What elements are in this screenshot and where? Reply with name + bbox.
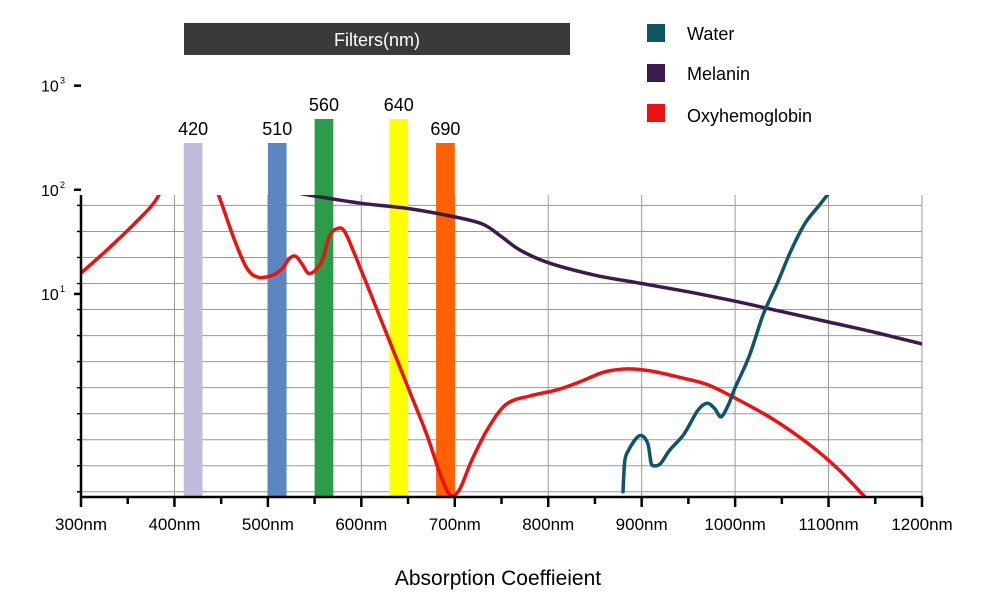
legend-swatch-water — [647, 24, 665, 42]
series-line-water — [621, 195, 830, 494]
x-tick-label: 1200nm — [891, 515, 952, 534]
y-tick-label: 10 — [41, 183, 59, 200]
filter-band-label-510: 510 — [262, 119, 292, 139]
filter-band-label-640: 640 — [384, 95, 414, 115]
x-tick-label: 1000nm — [704, 515, 765, 534]
legend: Water Melanin Oxyhemoglobin — [647, 24, 812, 126]
x-tick-label: 800nm — [522, 515, 574, 534]
y-tick-label: 10 — [41, 287, 59, 304]
filters-header: Filters(nm) — [184, 23, 570, 55]
filter-band-510 — [267, 143, 287, 497]
legend-swatch-melanin — [647, 64, 665, 82]
y-tick-label-exponent: 2 — [60, 180, 65, 190]
y-tick-label-exponent: 3 — [60, 76, 65, 86]
x-tick-label: 1100nm — [798, 515, 858, 534]
x-tick-label: 600nm — [335, 515, 387, 534]
series-line-oxyhemoglobin — [81, 195, 868, 497]
legend-label-oxyhemoglobin: Oxyhemoglobin — [687, 106, 812, 126]
filter-band-640 — [389, 119, 409, 497]
filter-band-label-690: 690 — [430, 119, 460, 139]
x-tick-label: 300nm — [55, 515, 107, 534]
filters-header-bar — [184, 23, 570, 55]
series-line-melanin — [298, 195, 922, 346]
x-tick-label: 700nm — [429, 515, 481, 534]
x-tick-label: 900nm — [616, 515, 668, 534]
x-axis-title: Absorption Coeffieient — [395, 567, 601, 590]
y-tick-label-exponent: 1 — [60, 284, 65, 294]
x-tick-label: 500nm — [242, 515, 294, 534]
filter-band-420 — [183, 143, 203, 497]
legend-label-melanin: Melanin — [687, 64, 750, 84]
x-ticks: 300nm 400nm 500nm 600nm 700nm 800nm 900nm 1000n… — [55, 497, 953, 534]
x-tick-label: 400nm — [148, 515, 200, 534]
filter-band-label-560: 560 — [309, 95, 339, 115]
legend-swatch-oxyhemoglobin — [647, 104, 665, 122]
filters-header-label: Filters(nm) — [334, 30, 420, 50]
series-lines — [81, 195, 922, 497]
legend-label-water: Water — [687, 24, 734, 44]
filter-band-560 — [314, 119, 334, 497]
y-tick-label: 10 — [41, 79, 59, 96]
filter-band-label-420: 420 — [178, 119, 208, 139]
filter-band-690 — [436, 143, 455, 497]
filter-bands: 420 510 560 640 690 — [178, 95, 460, 497]
grid — [81, 195, 923, 497]
